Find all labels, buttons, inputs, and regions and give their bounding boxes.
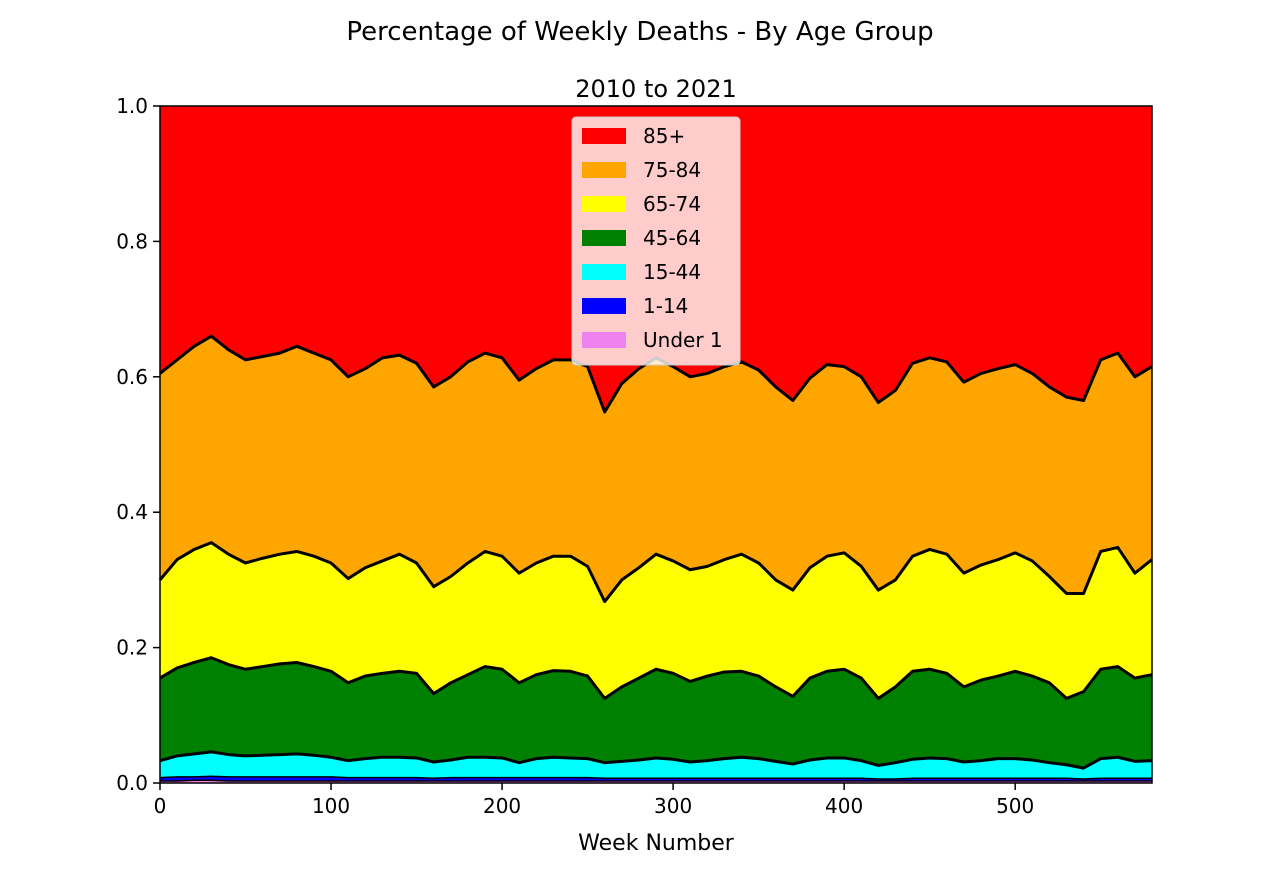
- x-axis: 0 100 200 300 400 500: [154, 783, 1034, 818]
- x-tick-label: 200: [483, 794, 521, 818]
- chart-suptitle: Percentage of Weekly Deaths - By Age Gro…: [346, 17, 933, 47]
- chart-title: 2010 to 2021: [575, 75, 737, 103]
- boundary-line-under-1: [160, 779, 1152, 782]
- x-tick-label: 0: [154, 794, 167, 818]
- y-axis: 0.0 0.2 0.4 0.6 0.8 1.0: [116, 94, 160, 795]
- legend-label-under-1: Under 1: [643, 328, 723, 352]
- legend-label-45-64: 45-64: [643, 226, 701, 250]
- y-tick-label: 0.4: [116, 500, 148, 524]
- legend: 85+ 75-84 65-74 45-64 15-44 1-14 Under 1: [571, 116, 741, 366]
- y-tick-label: 0.2: [116, 636, 148, 660]
- area-45-64: [160, 657, 1152, 769]
- x-tick-label: 400: [825, 794, 863, 818]
- legend-label-1-14: 1-14: [643, 294, 688, 318]
- y-tick-label: 0.0: [116, 771, 148, 795]
- legend-swatch-15-44: [582, 264, 626, 280]
- legend-swatch-1-14: [582, 298, 626, 314]
- x-tick-label: 500: [996, 794, 1034, 818]
- legend-label-15-44: 15-44: [643, 260, 701, 284]
- legend-swatch-75-84: [582, 162, 626, 178]
- boundary-line-15-44: [159, 750, 1153, 770]
- boundary-line-65-74: [158, 541, 1153, 604]
- area-65-74: [160, 542, 1152, 699]
- boundary-line-45-64: [159, 656, 1153, 700]
- y-tick-label: 1.0: [116, 94, 148, 118]
- boundary-line-1-14: [159, 775, 1152, 780]
- legend-label-75-84: 75-84: [643, 158, 701, 182]
- legend-swatch-under-1: [582, 332, 626, 348]
- legend-label-85-plus: 85+: [643, 124, 685, 148]
- x-tick-label: 100: [312, 794, 350, 818]
- x-axis-label: Week Number: [578, 831, 735, 856]
- plot-frame: [159, 105, 1153, 784]
- y-tick-label: 0.6: [116, 365, 148, 389]
- legend-label-65-74: 65-74: [643, 192, 701, 216]
- legend-swatch-45-64: [582, 230, 626, 246]
- y-tick-label: 0.8: [116, 229, 148, 253]
- x-tick-label: 300: [654, 794, 692, 818]
- legend-swatch-85-plus: [582, 128, 626, 144]
- area-75-84: [160, 336, 1152, 602]
- legend-swatch-65-74: [582, 196, 626, 212]
